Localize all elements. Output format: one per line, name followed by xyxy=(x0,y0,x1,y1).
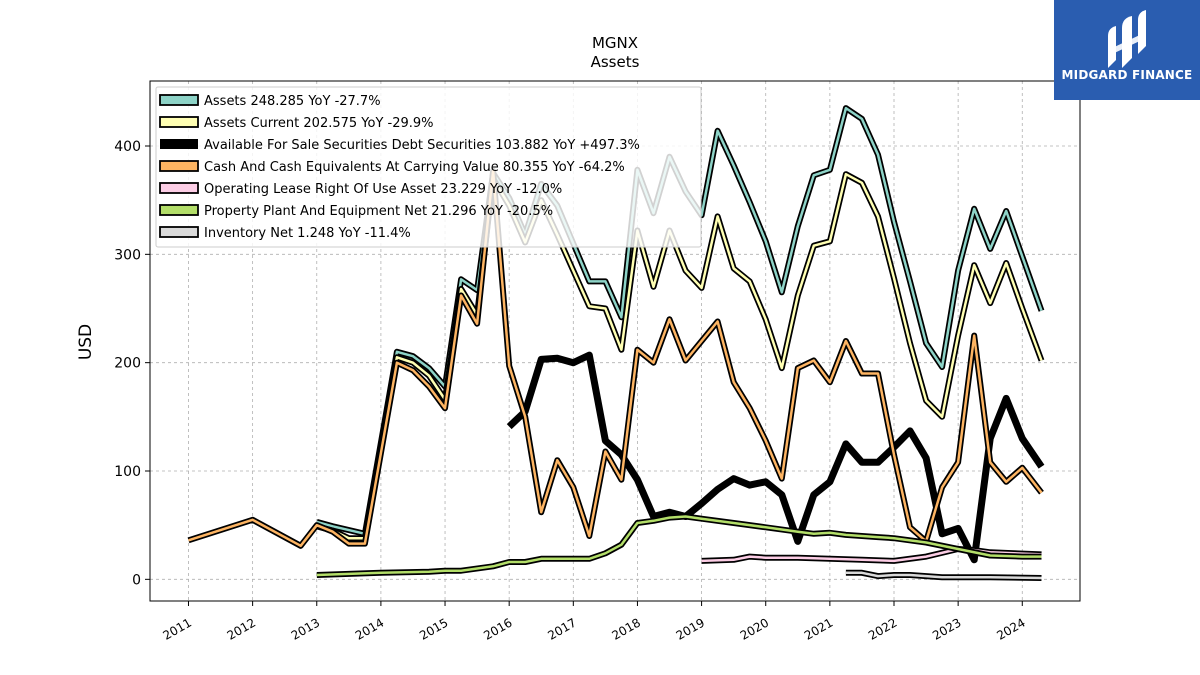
legend-label: Assets Current 202.575 YoY -29.9% xyxy=(204,116,434,131)
x-tick-label: 2011 xyxy=(161,615,194,642)
legend-label: Inventory Net 1.248 YoY -11.4% xyxy=(204,226,411,241)
y-tick-label: 400 xyxy=(114,139,141,155)
series-line xyxy=(506,351,1045,564)
legend-swatch xyxy=(159,160,199,172)
series-line xyxy=(845,571,1042,580)
series-3 xyxy=(187,167,1044,549)
legend-swatch xyxy=(159,94,199,106)
legend-label: Available For Sale Securities Debt Secur… xyxy=(204,138,640,153)
x-tick-label: 2020 xyxy=(738,615,771,642)
legend-item: Operating Lease Right Of Use Asset 23.22… xyxy=(159,182,562,197)
plot-frame xyxy=(149,80,1081,602)
x-tick-label: 2014 xyxy=(353,615,386,642)
brand-logo: MIDGARD FINANCE xyxy=(1054,0,1200,100)
brand-name: MIDGARD FINANCE xyxy=(1061,68,1193,82)
x-tick-label: 2019 xyxy=(674,615,707,642)
legend-label: Assets 248.285 YoY -27.7% xyxy=(204,94,381,109)
legend: Assets 248.285 YoY -27.7% Assets Current … xyxy=(155,86,702,248)
x-tick-label: 2023 xyxy=(930,615,963,642)
y-tick-label: 0 xyxy=(132,572,141,588)
logo-icon xyxy=(1108,10,1146,68)
legend-item: Available For Sale Securities Debt Secur… xyxy=(160,138,640,153)
y-tick-label: 200 xyxy=(114,356,141,372)
x-tick-label: 2017 xyxy=(545,615,578,642)
legend-swatch xyxy=(159,226,199,238)
series-line xyxy=(316,515,1042,577)
x-tick-label: 2015 xyxy=(417,615,450,642)
series-5 xyxy=(316,513,1042,578)
series-6 xyxy=(845,569,1042,581)
series-2 xyxy=(506,351,1045,564)
legend-label: Cash And Cash Equivalents At Carrying Va… xyxy=(204,160,625,175)
legend-swatch xyxy=(160,139,198,149)
legend-swatch xyxy=(159,204,199,216)
legend-item: Assets 248.285 YoY -27.7% xyxy=(159,94,381,109)
x-tick-label: 2021 xyxy=(802,615,835,642)
legend-box xyxy=(155,86,702,248)
y-axis-label: USD xyxy=(76,324,96,360)
y-tick-label: 100 xyxy=(114,464,141,480)
x-tick-label: 2024 xyxy=(994,615,1027,642)
x-tick-label: 2022 xyxy=(866,615,899,642)
legend-swatch xyxy=(159,116,199,128)
legend-item: Cash And Cash Equivalents At Carrying Va… xyxy=(159,160,625,175)
chart-title: MGNX xyxy=(592,34,638,52)
legend-label: Operating Lease Right Of Use Asset 23.22… xyxy=(204,182,562,197)
series-line xyxy=(188,169,1043,548)
x-tick-label: 2013 xyxy=(289,615,322,642)
chart-subtitle: Assets xyxy=(591,53,640,71)
legend-item: Assets Current 202.575 YoY -29.9% xyxy=(159,116,434,131)
x-tick-label: 2016 xyxy=(481,615,514,642)
x-tick-label: 2018 xyxy=(609,615,642,642)
y-tick-label: 300 xyxy=(114,247,141,263)
legend-item: Property Plant And Equipment Net 21.296 … xyxy=(159,204,553,219)
legend-item: Inventory Net 1.248 YoY -11.4% xyxy=(159,226,411,241)
x-tick-label: 2012 xyxy=(225,615,258,642)
legend-label: Property Plant And Equipment Net 21.296 … xyxy=(204,204,553,219)
legend-swatch xyxy=(159,182,199,194)
